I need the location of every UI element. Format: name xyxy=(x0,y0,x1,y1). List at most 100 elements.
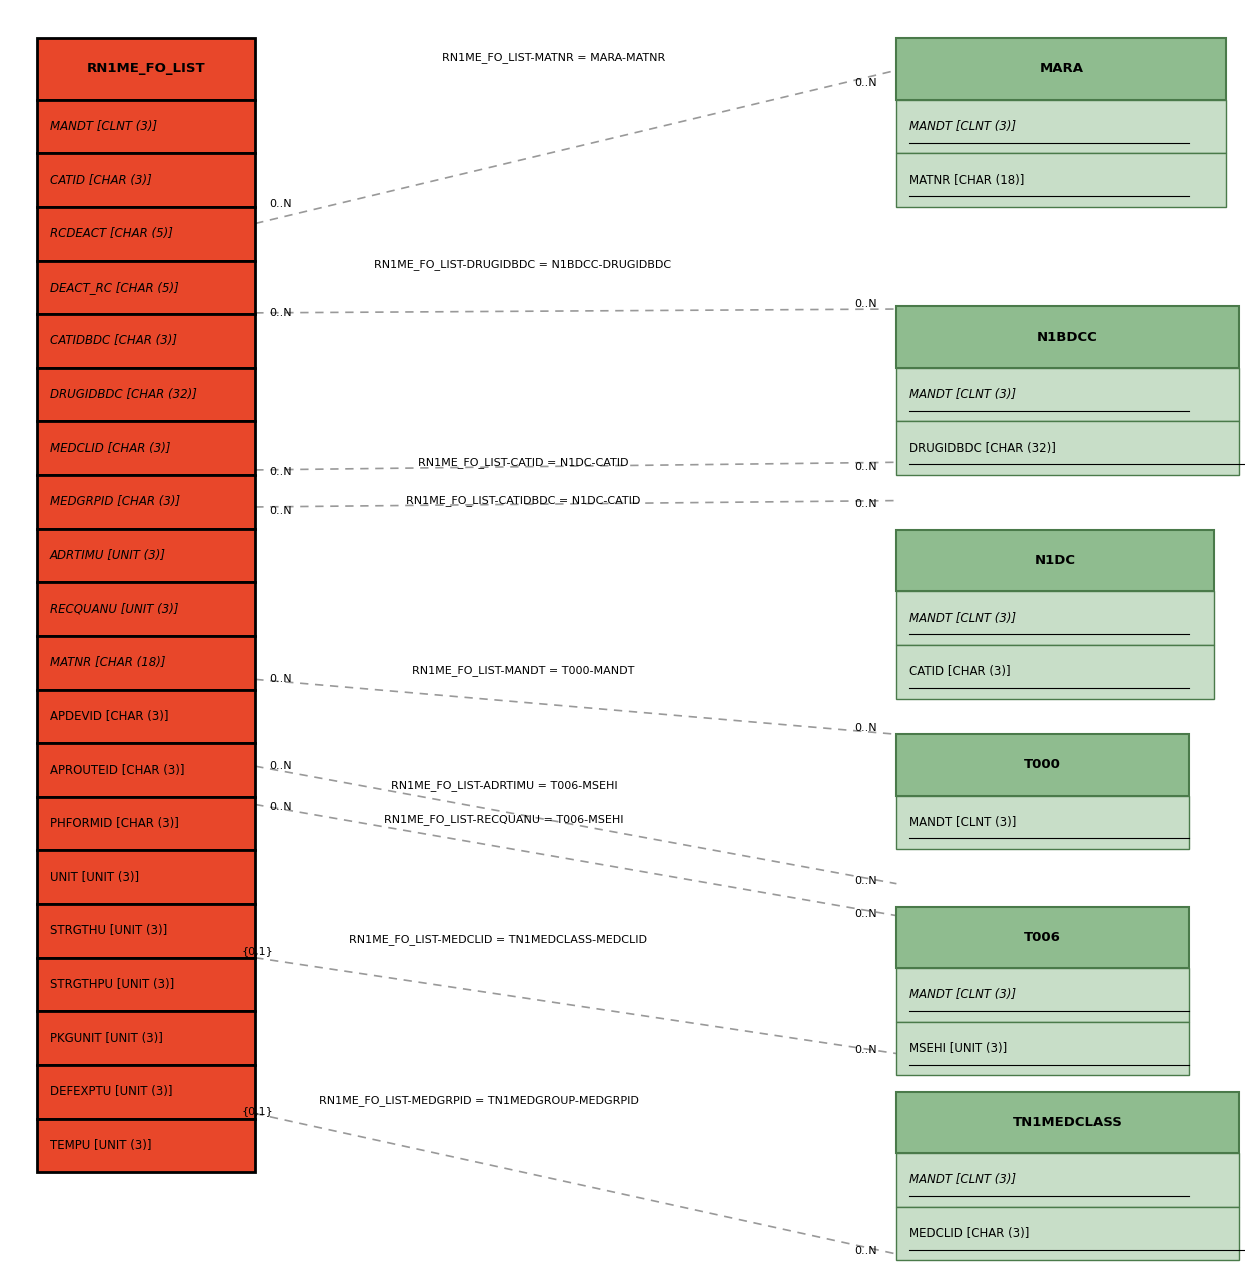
Text: DRUGIDBDC [CHAR (32)]: DRUGIDBDC [CHAR (32)] xyxy=(909,442,1056,455)
Text: MANDT [CLNT (3)]: MANDT [CLNT (3)] xyxy=(909,988,1016,1001)
Bar xyxy=(37,314,255,368)
Bar xyxy=(37,1011,255,1065)
Bar xyxy=(37,636,255,690)
Text: MANDT [CLNT (3)]: MANDT [CLNT (3)] xyxy=(909,120,1016,133)
Text: MANDT [CLNT (3)]: MANDT [CLNT (3)] xyxy=(50,120,157,133)
Bar xyxy=(896,1022,1189,1075)
Text: MARA: MARA xyxy=(1040,63,1083,75)
Text: 0..N: 0..N xyxy=(269,308,291,318)
Text: RN1ME_FO_LIST-CATIDBDC = N1DC-CATID: RN1ME_FO_LIST-CATIDBDC = N1DC-CATID xyxy=(406,495,640,506)
Bar xyxy=(896,1207,1239,1260)
Text: RECQUANU [UNIT (3)]: RECQUANU [UNIT (3)] xyxy=(50,603,178,616)
Bar xyxy=(896,796,1189,849)
Bar xyxy=(37,475,255,529)
Bar xyxy=(37,743,255,797)
Text: 0..N: 0..N xyxy=(854,876,876,886)
Text: RN1ME_FO_LIST-RECQUANU = T006-MSEHI: RN1ME_FO_LIST-RECQUANU = T006-MSEHI xyxy=(385,815,624,825)
Bar xyxy=(37,207,255,261)
Text: RN1ME_FO_LIST: RN1ME_FO_LIST xyxy=(87,63,205,75)
Text: N1BDCC: N1BDCC xyxy=(1037,331,1098,344)
Text: CATIDBDC [CHAR (3)]: CATIDBDC [CHAR (3)] xyxy=(50,335,177,347)
Text: APDEVID [CHAR (3)]: APDEVID [CHAR (3)] xyxy=(50,710,168,723)
Text: 0..N: 0..N xyxy=(269,761,291,771)
Bar xyxy=(37,529,255,582)
Text: {0,1}: {0,1} xyxy=(242,946,274,956)
Text: MEDCLID [CHAR (3)]: MEDCLID [CHAR (3)] xyxy=(50,442,171,455)
Bar xyxy=(896,38,1226,100)
Bar xyxy=(896,968,1189,1022)
Text: 0..N: 0..N xyxy=(854,1045,876,1055)
Text: RN1ME_FO_LIST-MEDCLID = TN1MEDCLASS-MEDCLID: RN1ME_FO_LIST-MEDCLID = TN1MEDCLASS-MEDC… xyxy=(349,935,647,945)
Text: RN1ME_FO_LIST-ADRTIMU = T006-MSEHI: RN1ME_FO_LIST-ADRTIMU = T006-MSEHI xyxy=(391,780,618,790)
Text: MANDT [CLNT (3)]: MANDT [CLNT (3)] xyxy=(909,388,1016,401)
Text: DEFEXPTU [UNIT (3)]: DEFEXPTU [UNIT (3)] xyxy=(50,1085,172,1098)
Text: T000: T000 xyxy=(1025,759,1061,771)
Bar xyxy=(896,1092,1239,1153)
Text: 0..N: 0..N xyxy=(854,462,876,472)
Text: ADRTIMU [UNIT (3)]: ADRTIMU [UNIT (3)] xyxy=(50,549,166,562)
Text: DEACT_RC [CHAR (5)]: DEACT_RC [CHAR (5)] xyxy=(50,281,178,294)
Text: MANDT [CLNT (3)]: MANDT [CLNT (3)] xyxy=(909,816,1016,829)
Bar xyxy=(896,153,1226,207)
Bar xyxy=(37,690,255,743)
Text: STRGTHPU [UNIT (3)]: STRGTHPU [UNIT (3)] xyxy=(50,978,174,991)
Bar xyxy=(896,530,1214,591)
Text: PKGUNIT [UNIT (3)]: PKGUNIT [UNIT (3)] xyxy=(50,1032,163,1045)
Bar xyxy=(896,421,1239,475)
Text: N1DC: N1DC xyxy=(1035,554,1076,567)
Text: 0..N: 0..N xyxy=(854,909,876,919)
Text: UNIT [UNIT (3)]: UNIT [UNIT (3)] xyxy=(50,871,139,884)
Text: 0..N: 0..N xyxy=(854,499,876,510)
Text: 0..N: 0..N xyxy=(269,199,291,209)
Text: RN1ME_FO_LIST-MANDT = T000-MANDT: RN1ME_FO_LIST-MANDT = T000-MANDT xyxy=(412,665,634,676)
Bar xyxy=(37,261,255,314)
Text: 0..N: 0..N xyxy=(269,802,291,812)
Text: STRGTHU [UNIT (3)]: STRGTHU [UNIT (3)] xyxy=(50,925,167,937)
Text: T006: T006 xyxy=(1025,931,1061,944)
Text: MANDT [CLNT (3)]: MANDT [CLNT (3)] xyxy=(909,612,1016,624)
Bar xyxy=(37,100,255,153)
Text: TN1MEDCLASS: TN1MEDCLASS xyxy=(1012,1116,1123,1129)
Bar xyxy=(37,797,255,850)
Text: 0..N: 0..N xyxy=(269,467,291,478)
Text: MATNR [CHAR (18)]: MATNR [CHAR (18)] xyxy=(50,656,166,669)
Bar xyxy=(896,306,1239,368)
Bar xyxy=(37,850,255,904)
Bar xyxy=(37,1065,255,1119)
Bar xyxy=(37,153,255,207)
Text: RCDEACT [CHAR (5)]: RCDEACT [CHAR (5)] xyxy=(50,227,173,240)
Bar xyxy=(896,1153,1239,1207)
Text: 0..N: 0..N xyxy=(854,723,876,733)
Bar xyxy=(896,591,1214,645)
Text: RN1ME_FO_LIST-CATID = N1DC-CATID: RN1ME_FO_LIST-CATID = N1DC-CATID xyxy=(417,457,629,467)
Bar xyxy=(37,38,255,100)
Text: MSEHI [UNIT (3)]: MSEHI [UNIT (3)] xyxy=(909,1042,1007,1055)
Text: APROUTEID [CHAR (3)]: APROUTEID [CHAR (3)] xyxy=(50,764,184,776)
Text: CATID [CHAR (3)]: CATID [CHAR (3)] xyxy=(50,174,152,186)
Bar xyxy=(37,904,255,958)
Text: MATNR [CHAR (18)]: MATNR [CHAR (18)] xyxy=(909,174,1025,186)
Text: CATID [CHAR (3)]: CATID [CHAR (3)] xyxy=(909,665,1011,678)
Bar xyxy=(896,368,1239,421)
Text: MANDT [CLNT (3)]: MANDT [CLNT (3)] xyxy=(909,1174,1016,1186)
Text: 0..N: 0..N xyxy=(854,1246,876,1257)
Bar xyxy=(37,368,255,421)
Bar xyxy=(37,958,255,1011)
Text: TEMPU [UNIT (3)]: TEMPU [UNIT (3)] xyxy=(50,1139,152,1152)
Text: 0..N: 0..N xyxy=(854,78,876,88)
Text: 0..N: 0..N xyxy=(269,506,291,516)
Bar xyxy=(896,645,1214,699)
Text: RN1ME_FO_LIST-DRUGIDBDC = N1BDCC-DRUGIDBDC: RN1ME_FO_LIST-DRUGIDBDC = N1BDCC-DRUGIDB… xyxy=(375,259,671,269)
Text: RN1ME_FO_LIST-MATNR = MARA-MATNR: RN1ME_FO_LIST-MATNR = MARA-MATNR xyxy=(442,52,666,63)
Text: RN1ME_FO_LIST-MEDGRPID = TN1MEDGROUP-MEDGRPID: RN1ME_FO_LIST-MEDGRPID = TN1MEDGROUP-MED… xyxy=(320,1096,639,1106)
Text: PHFORMID [CHAR (3)]: PHFORMID [CHAR (3)] xyxy=(50,817,179,830)
Text: 0..N: 0..N xyxy=(854,299,876,309)
Text: MEDGRPID [CHAR (3)]: MEDGRPID [CHAR (3)] xyxy=(50,495,181,508)
Text: MEDCLID [CHAR (3)]: MEDCLID [CHAR (3)] xyxy=(909,1227,1030,1240)
Bar xyxy=(896,907,1189,968)
Bar xyxy=(896,100,1226,153)
Bar xyxy=(896,734,1189,796)
Bar xyxy=(37,582,255,636)
Text: DRUGIDBDC [CHAR (32)]: DRUGIDBDC [CHAR (32)] xyxy=(50,388,197,401)
Text: 0..N: 0..N xyxy=(269,674,291,684)
